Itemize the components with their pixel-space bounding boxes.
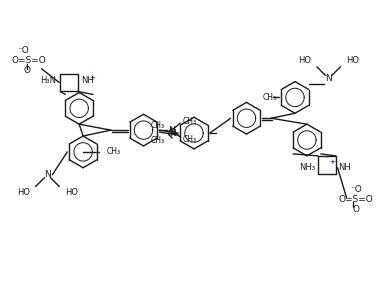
Text: O=S=O: O=S=O <box>12 56 47 65</box>
Text: +: + <box>329 159 336 165</box>
Text: NH: NH <box>81 76 94 85</box>
Text: CH₃: CH₃ <box>107 147 121 157</box>
Text: CH₃: CH₃ <box>183 117 197 126</box>
Text: NH₃: NH₃ <box>299 163 315 172</box>
Text: ⁻O: ⁻O <box>350 185 362 194</box>
Text: HO: HO <box>17 188 30 197</box>
Text: O=S=O: O=S=O <box>338 195 373 204</box>
Text: NH: NH <box>338 163 351 172</box>
Text: HO: HO <box>347 56 359 65</box>
Text: H₃N: H₃N <box>40 76 56 85</box>
Text: HO: HO <box>298 56 311 65</box>
Text: N: N <box>170 129 176 138</box>
Text: O: O <box>24 66 31 75</box>
Text: N: N <box>168 125 175 135</box>
Text: CH₃: CH₃ <box>263 93 277 102</box>
Text: CH₃: CH₃ <box>150 121 164 130</box>
Text: ⁻O: ⁻O <box>18 47 30 55</box>
Text: +: + <box>89 75 95 81</box>
Text: CH₃: CH₃ <box>183 135 197 144</box>
Text: HO: HO <box>65 188 78 197</box>
Text: CH₃: CH₃ <box>150 136 164 146</box>
Text: N: N <box>325 74 332 83</box>
Text: N: N <box>44 170 51 179</box>
Text: O: O <box>352 205 359 214</box>
